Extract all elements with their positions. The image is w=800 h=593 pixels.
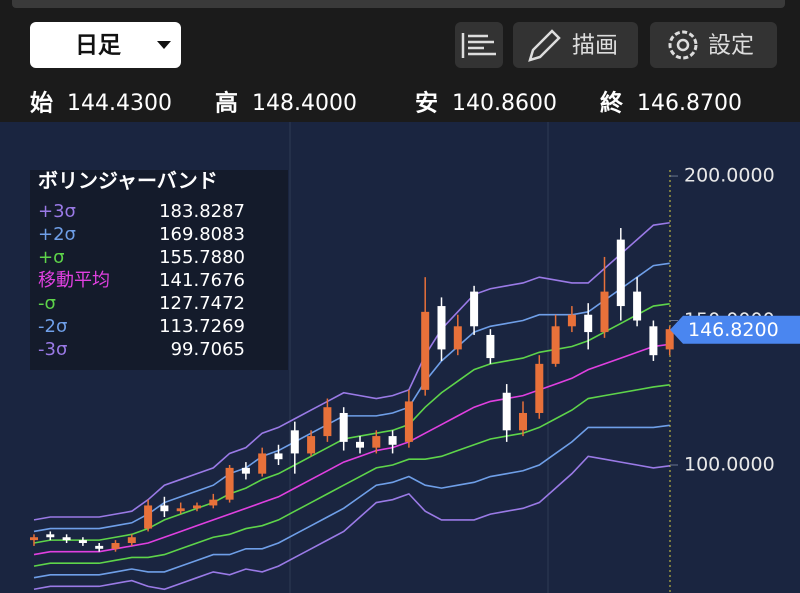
candle-body: [665, 329, 674, 350]
ohlc-value: 144.4300: [67, 91, 172, 116]
candle-body: [356, 441, 364, 448]
gear-icon: [668, 30, 698, 60]
dropdown-arrow: [157, 41, 171, 49]
candle-body: [616, 239, 625, 307]
legend-name: +σ: [38, 247, 65, 268]
candle-body: [290, 430, 299, 454]
layout-button[interactable]: [455, 22, 503, 68]
band-line: [33, 384, 670, 567]
ohlc-row: 始 144.4300 高 148.4000 安 140.8600 終 146.8700: [30, 90, 742, 117]
candle-body: [209, 499, 218, 506]
legend-value: 99.7065: [171, 339, 245, 360]
price-tag-label: 146.8200: [688, 319, 779, 341]
ohlc-label: 安: [415, 90, 438, 117]
candle-body: [193, 505, 201, 509]
period-label[interactable]: 日足: [75, 33, 121, 59]
legend-name: +2σ: [38, 224, 76, 245]
candle-body: [46, 534, 55, 538]
candle-body: [274, 453, 283, 460]
candle-body: [127, 537, 136, 544]
candle-body: [584, 314, 593, 333]
band-line: [33, 343, 670, 556]
ohlc-value: 148.4000: [252, 91, 357, 116]
candle-body: [144, 505, 153, 529]
ohlc-value: 146.8700: [637, 91, 742, 116]
draw-label[interactable]: 描画: [572, 33, 618, 59]
candle-body: [535, 363, 544, 413]
legend-value: 183.8287: [159, 201, 245, 222]
y-tick-label: 100.0000: [684, 453, 775, 475]
legend-value: 169.8083: [159, 224, 245, 245]
candle-body: [225, 467, 234, 500]
candle-body: [95, 545, 104, 549]
candle-body: [486, 334, 495, 359]
candle-body: [78, 540, 87, 544]
band-line: [33, 455, 670, 591]
draw-button[interactable]: [513, 22, 638, 68]
candle-body: [339, 412, 348, 442]
candle-body: [600, 291, 609, 333]
band-line: [33, 221, 670, 521]
ohlc-value: 140.8600: [452, 91, 557, 116]
candle-body: [649, 326, 658, 356]
candle-body: [111, 543, 120, 549]
legend-name: -2σ: [38, 316, 67, 337]
top-strip: [12, 0, 785, 8]
candle-body: [30, 537, 38, 541]
candle-body: [551, 326, 560, 364]
settings-label[interactable]: 設定: [708, 33, 754, 59]
y-tick-label: 200.0000: [684, 165, 775, 187]
band-line: [33, 302, 670, 544]
legend-value: 155.7880: [159, 247, 245, 268]
candle-body: [241, 467, 250, 474]
legend-value: 141.7676: [159, 270, 245, 291]
legend-name: +3σ: [38, 201, 76, 222]
candle-body: [258, 453, 267, 474]
candle-body: [372, 436, 381, 448]
legend-name: 移動平均: [38, 270, 110, 291]
candle-body: [470, 291, 479, 327]
ohlc-label: 高: [215, 90, 238, 117]
candle-body: [62, 537, 71, 541]
candle-body: [453, 326, 462, 350]
pencil-icon: [528, 29, 561, 62]
candle-body: [502, 392, 511, 431]
settings-button[interactable]: [650, 22, 777, 68]
candle-body: [160, 505, 169, 512]
layout-icon: [461, 33, 496, 58]
candle-body: [404, 401, 413, 442]
candle-body: [567, 314, 576, 327]
candle-body: [388, 436, 397, 445]
candle-body: [421, 311, 430, 390]
period-dropdown[interactable]: [30, 22, 181, 68]
legend-box: [30, 170, 288, 370]
candle-body: [519, 412, 527, 431]
gear-hub: [676, 38, 690, 52]
legend-name: -σ: [38, 293, 56, 314]
candle-body: [437, 306, 446, 350]
legend: +3σ 183.8287 +2σ 169.8083 +σ 155.7880 移動平均 141.…: [38, 201, 245, 360]
ohlc-label: 始: [30, 90, 53, 117]
candle-body: [633, 291, 642, 321]
candle-body: [323, 407, 332, 437]
legend-value: 127.7472: [159, 293, 245, 314]
legend-value: 113.7269: [159, 316, 245, 337]
candle-body: [307, 436, 316, 454]
legend-name: -3σ: [38, 339, 67, 360]
price-tag: [670, 315, 800, 344]
band-line: [33, 262, 670, 533]
ohlc-label: 終: [600, 90, 624, 117]
candle-body: [176, 508, 185, 512]
band-line: [33, 424, 670, 579]
legend-title: ボリンジャーバンド: [38, 169, 218, 193]
